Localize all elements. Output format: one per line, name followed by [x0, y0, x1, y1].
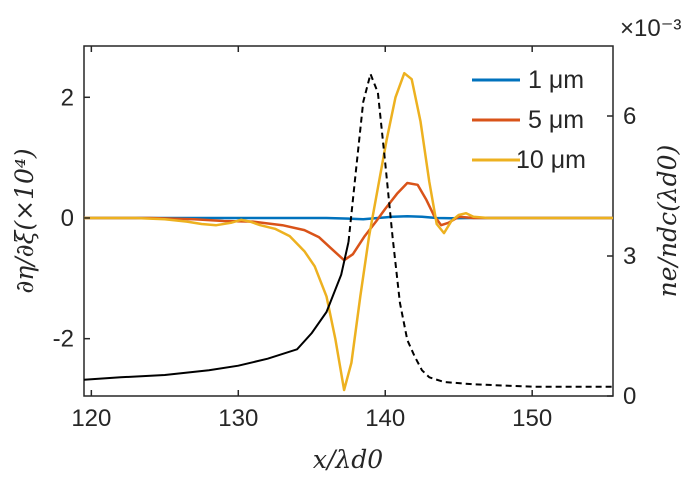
y-right-tick-label: 0 [623, 383, 636, 410]
series-layer [83, 70, 613, 392]
x-tick-label: 150 [512, 405, 552, 432]
density-series-dashed [347, 70, 613, 388]
x-axis-title: x/λd0 [313, 445, 383, 474]
series-line-1 [84, 214, 613, 221]
density-series-solid [83, 241, 350, 381]
x-tick-label: 120 [71, 405, 111, 432]
right-axis-multiplier: ×10⁻³ [620, 15, 681, 42]
legend: 1 μm 5 μm 10 μm [472, 66, 586, 174]
axis-layer: 120 130 140 150 2 0 -2 6 3 0 [53, 46, 636, 432]
y-left-tick-label: 2 [61, 84, 74, 111]
y-right-tick-label: 6 [623, 103, 636, 130]
legend-label-2: 5 μm [528, 106, 584, 134]
x-tick-label: 130 [218, 405, 258, 432]
plot-frame [83, 45, 614, 397]
y-left-tick-label: -2 [53, 326, 74, 353]
y-right-tick-label: 3 [623, 243, 636, 270]
series-line-3 [84, 71, 613, 392]
y-left-tick-label: 0 [61, 205, 74, 232]
legend-label-3: 10 μm [516, 146, 586, 174]
y-axis-left-title: ∂η/∂ξ(×10⁴) [10, 148, 39, 293]
legend-label-1: 1 μm [528, 66, 584, 94]
series-line-2 [84, 181, 613, 262]
y-axis-right-title: ne/ndc(λd0) [653, 145, 682, 298]
x-tick-label: 140 [365, 405, 405, 432]
